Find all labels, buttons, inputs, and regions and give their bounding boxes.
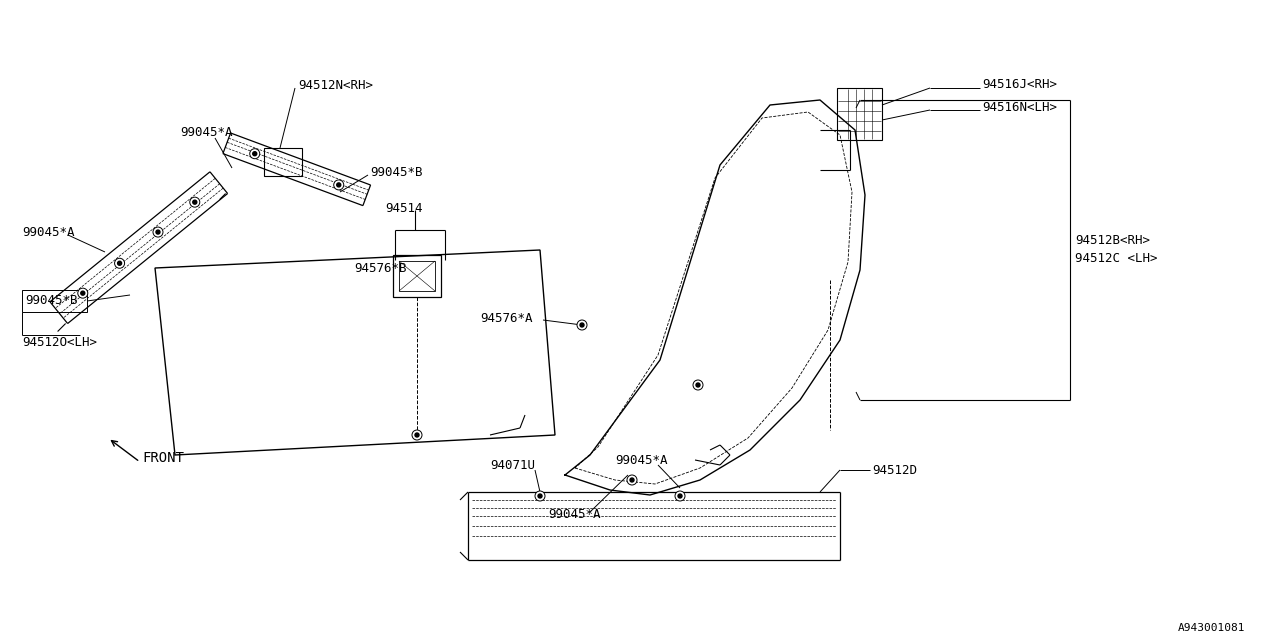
Bar (837, 88, 882, 140)
Circle shape (81, 291, 84, 295)
Circle shape (250, 148, 260, 159)
Bar (264, 148, 302, 176)
Circle shape (78, 288, 88, 298)
Circle shape (115, 259, 124, 268)
Text: 94512D: 94512D (872, 463, 916, 477)
Text: 94512O<LH>: 94512O<LH> (22, 335, 97, 349)
Text: 99045*A: 99045*A (548, 509, 600, 522)
Text: A943001081: A943001081 (1178, 623, 1245, 633)
Text: 99045*A: 99045*A (180, 125, 233, 138)
Bar (22, 290, 87, 312)
Circle shape (696, 383, 700, 387)
Text: 99045*A: 99045*A (614, 454, 667, 467)
Text: 94512C <LH>: 94512C <LH> (1075, 252, 1157, 264)
Text: 94514: 94514 (385, 202, 422, 214)
Circle shape (538, 494, 541, 498)
Circle shape (692, 380, 703, 390)
Circle shape (118, 261, 122, 265)
Circle shape (577, 320, 588, 330)
Text: 94576*B: 94576*B (355, 262, 407, 275)
Circle shape (630, 478, 634, 482)
Text: 94512B<RH>: 94512B<RH> (1075, 234, 1149, 246)
Circle shape (675, 491, 685, 501)
Circle shape (535, 491, 545, 501)
Circle shape (412, 430, 422, 440)
Text: 94576*A: 94576*A (480, 312, 532, 324)
Text: 99045*B: 99045*B (370, 166, 422, 179)
Text: 94512N<RH>: 94512N<RH> (298, 79, 372, 92)
Text: 99045*A: 99045*A (22, 225, 74, 239)
Bar (393, 255, 442, 297)
Circle shape (156, 230, 160, 234)
Circle shape (627, 475, 637, 485)
Circle shape (580, 323, 584, 327)
Text: 94071U: 94071U (490, 458, 535, 472)
Circle shape (189, 197, 200, 207)
Circle shape (337, 183, 340, 187)
Bar (399, 261, 435, 291)
Circle shape (252, 152, 257, 156)
Text: 94516N<LH>: 94516N<LH> (982, 100, 1057, 113)
Circle shape (334, 180, 344, 190)
Circle shape (415, 433, 419, 437)
Text: 94516J<RH>: 94516J<RH> (982, 77, 1057, 90)
Circle shape (193, 200, 197, 204)
Circle shape (154, 227, 163, 237)
Circle shape (678, 494, 682, 498)
Text: 99045*B: 99045*B (26, 294, 78, 307)
Text: FRONT: FRONT (142, 451, 184, 465)
